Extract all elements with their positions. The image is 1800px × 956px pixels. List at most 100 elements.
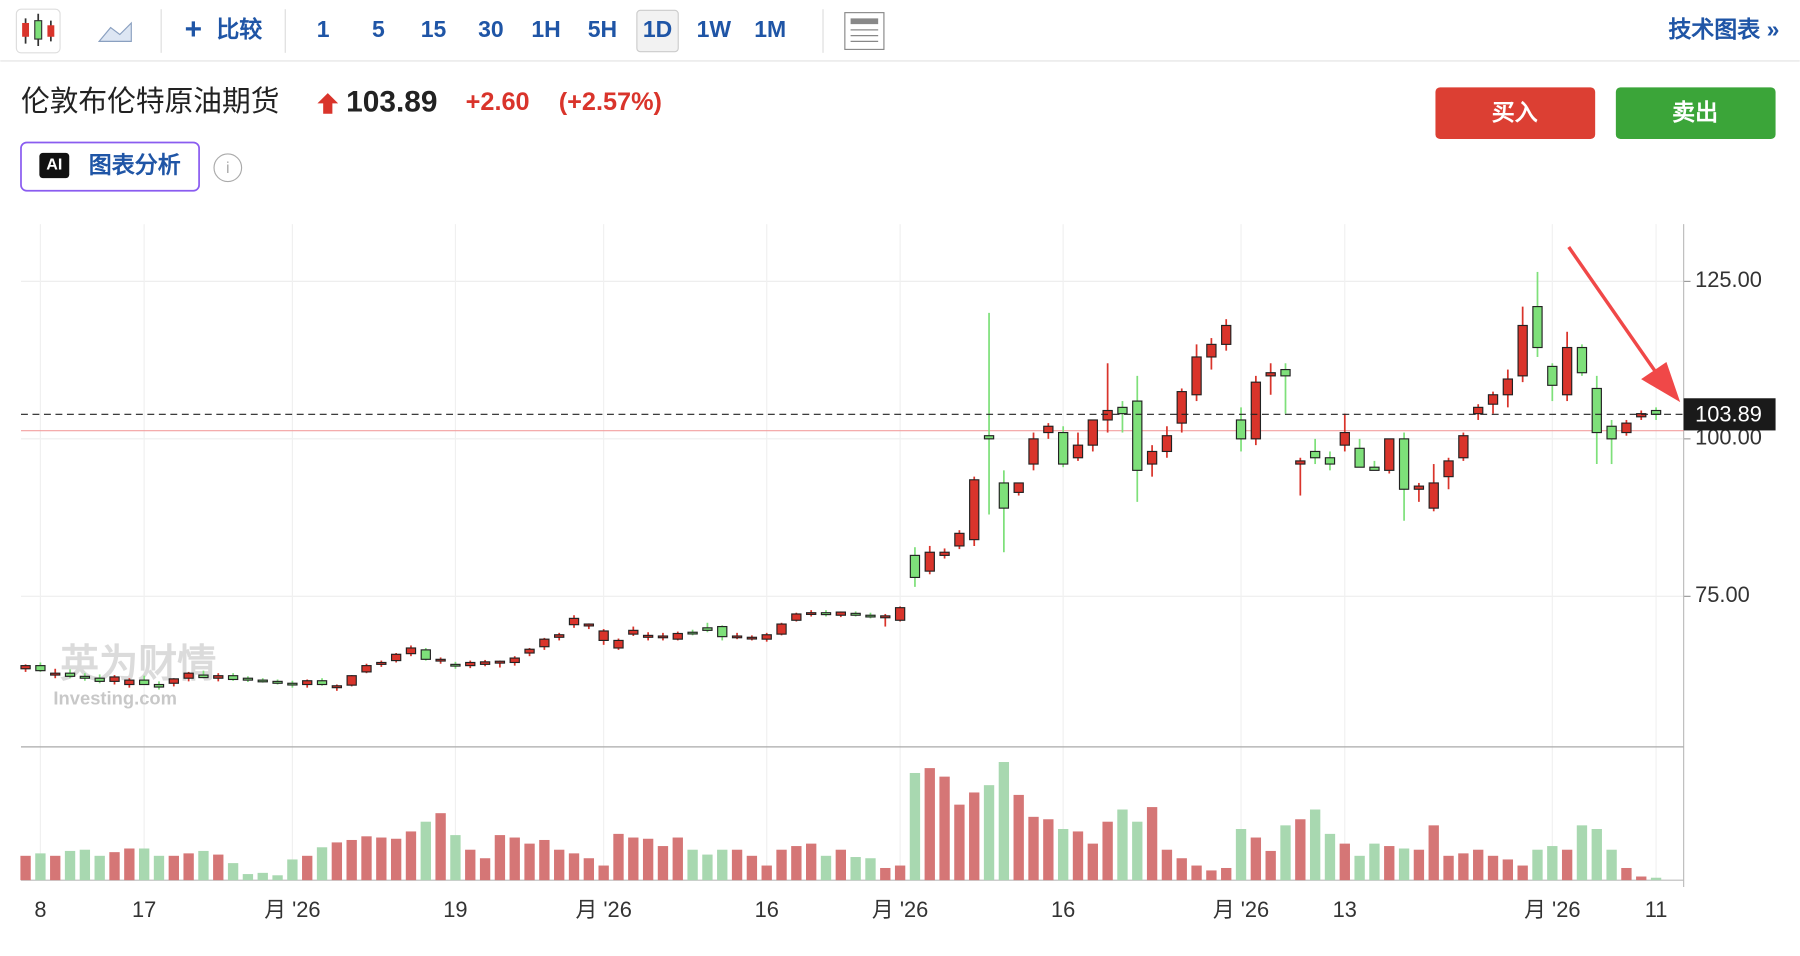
volume-bar bbox=[153, 855, 165, 881]
candle-body bbox=[242, 677, 254, 681]
plus-icon: + bbox=[185, 13, 202, 46]
candle-body bbox=[1650, 409, 1662, 415]
interval[interactable]: 5 bbox=[372, 16, 385, 42]
volume-bar bbox=[1606, 849, 1617, 881]
candle-body bbox=[1146, 450, 1158, 465]
interval[interactable]: 1W bbox=[697, 16, 732, 42]
candle-body bbox=[776, 623, 787, 635]
interval[interactable]: 5H bbox=[588, 16, 617, 42]
candle-body bbox=[954, 532, 965, 547]
candle-body bbox=[361, 665, 372, 673]
volume-bar bbox=[554, 849, 565, 881]
sell-label[interactable]: 卖出 bbox=[1672, 99, 1718, 125]
interval[interactable]: 30 bbox=[478, 16, 504, 42]
volume-bar bbox=[213, 854, 224, 881]
y-tick-label: 125.00 bbox=[1695, 267, 1762, 292]
volume-bar bbox=[1636, 876, 1647, 881]
candle-body bbox=[1502, 378, 1514, 396]
interval[interactable]: 1D bbox=[643, 16, 672, 42]
candle-body bbox=[983, 435, 995, 440]
candle-body bbox=[1369, 466, 1380, 471]
candle-body bbox=[598, 630, 609, 641]
volume-bar bbox=[1547, 846, 1558, 881]
volume-bar bbox=[954, 804, 965, 881]
volume-bar bbox=[924, 768, 935, 881]
candle-body bbox=[998, 482, 1010, 509]
candle-body bbox=[791, 613, 802, 621]
volume-bar bbox=[1176, 858, 1187, 881]
buy-label[interactable]: 买入 bbox=[1492, 99, 1538, 125]
compare[interactable]: 比较 bbox=[216, 16, 262, 42]
change-pct: (+2.57%) bbox=[559, 88, 662, 116]
technical-chart[interactable]: 技术图表 » bbox=[1668, 16, 1779, 42]
volume-bar bbox=[761, 865, 772, 881]
volume-bar bbox=[1532, 849, 1543, 881]
volume-bar bbox=[1621, 867, 1632, 881]
volume-bar bbox=[746, 855, 758, 881]
volume-bar bbox=[1650, 877, 1662, 881]
volume-bar bbox=[1473, 849, 1484, 881]
x-tick-label: 月 '26 bbox=[264, 897, 320, 922]
volume-bar bbox=[1295, 819, 1306, 881]
volume-bar bbox=[124, 848, 135, 881]
candle-body bbox=[1621, 422, 1632, 434]
candle-body bbox=[479, 661, 491, 665]
volume-bar bbox=[1591, 829, 1602, 881]
x-tick-label: 16 bbox=[1051, 897, 1075, 922]
candle-body bbox=[1117, 406, 1128, 415]
x-tick-label: 月 '26 bbox=[1213, 897, 1269, 922]
x-tick-label: 月 '26 bbox=[1524, 897, 1580, 922]
x-tick-label: 16 bbox=[755, 897, 779, 922]
watermark-en: Investing.com bbox=[53, 688, 177, 709]
volume-bar bbox=[1191, 865, 1202, 881]
candle-body bbox=[1087, 419, 1098, 446]
volume-bar bbox=[1132, 821, 1143, 881]
interval[interactable]: 15 bbox=[421, 16, 447, 42]
candle-body bbox=[287, 682, 298, 686]
candle-body bbox=[894, 607, 906, 621]
candle-body bbox=[657, 635, 669, 639]
news-icon[interactable] bbox=[844, 12, 885, 50]
candle-body bbox=[1102, 409, 1113, 421]
volume-bar bbox=[1028, 816, 1039, 881]
volume-bar bbox=[1087, 843, 1098, 881]
volume-bar bbox=[450, 835, 461, 881]
volume-bar bbox=[1576, 825, 1588, 881]
volume-bar bbox=[1250, 837, 1262, 881]
interval[interactable]: 1H bbox=[531, 16, 560, 42]
buy-button[interactable] bbox=[1435, 87, 1596, 140]
candle-body bbox=[1072, 444, 1084, 459]
candle-body bbox=[1606, 425, 1617, 440]
sell-button[interactable] bbox=[1615, 87, 1776, 140]
volume-bar bbox=[687, 849, 698, 881]
ai-label[interactable]: 图表分析 bbox=[89, 152, 181, 178]
volume-bar bbox=[583, 858, 595, 881]
interval[interactable]: 1 bbox=[317, 16, 330, 42]
header: 伦敦布伦特原油期货 103.89 +2.60 (+2.57%) 买入 卖出 AI… bbox=[20, 85, 1776, 192]
candle-body bbox=[168, 678, 179, 684]
volume-bar bbox=[50, 855, 61, 881]
x-tick-label: 月 '26 bbox=[575, 897, 631, 922]
volume-bar bbox=[628, 837, 639, 881]
volume-bar bbox=[1502, 859, 1514, 881]
volume-bar bbox=[198, 850, 209, 881]
candle-body bbox=[109, 676, 120, 682]
area-icon[interactable] bbox=[97, 21, 132, 42]
volume-bar bbox=[405, 831, 417, 881]
volume-bar bbox=[1398, 848, 1410, 881]
info-icon[interactable] bbox=[213, 153, 243, 183]
candle-body bbox=[1280, 368, 1291, 377]
volume-bar bbox=[1517, 865, 1528, 881]
volume-bar bbox=[672, 837, 683, 881]
interval[interactable]: 1M bbox=[754, 16, 786, 42]
volume-bar bbox=[702, 854, 713, 881]
volume-bar bbox=[1428, 825, 1439, 881]
candle-body bbox=[64, 672, 76, 677]
volume-bar bbox=[939, 776, 950, 881]
candle-body bbox=[1309, 450, 1321, 459]
volume-bar bbox=[894, 865, 906, 881]
volume-bar bbox=[1413, 849, 1425, 881]
candle-body bbox=[583, 623, 595, 627]
volume-bar bbox=[613, 833, 624, 881]
candle-body bbox=[346, 675, 357, 686]
